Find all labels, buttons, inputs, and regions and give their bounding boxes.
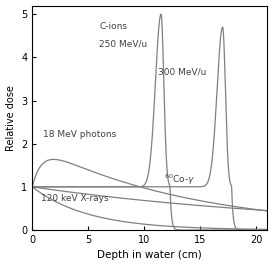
Text: 300 MeV/u: 300 MeV/u <box>158 68 206 77</box>
Text: 18 MeV photons: 18 MeV photons <box>43 130 117 139</box>
Y-axis label: Relative dose: Relative dose <box>5 85 16 151</box>
Text: C-ions: C-ions <box>99 22 127 31</box>
Text: 250 MeV/u: 250 MeV/u <box>99 40 148 49</box>
X-axis label: Depth in water (cm): Depth in water (cm) <box>97 251 202 260</box>
Text: 120 keV X-rays: 120 keV X-rays <box>41 194 109 203</box>
Text: $^{60}$Co-$\gamma$: $^{60}$Co-$\gamma$ <box>164 173 195 188</box>
